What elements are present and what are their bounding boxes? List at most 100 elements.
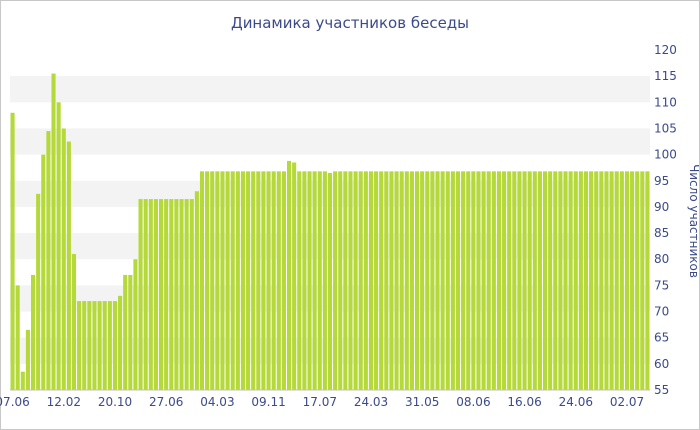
bar (169, 199, 174, 390)
bar (486, 171, 491, 390)
bar (568, 171, 573, 390)
y-tick-label: 85 (654, 226, 669, 240)
bar (409, 171, 414, 390)
bar (148, 199, 153, 390)
x-tick-label: 24.06 (559, 395, 593, 409)
x-tick-label: 12.02 (47, 395, 81, 409)
bar (435, 171, 440, 390)
bar (138, 199, 143, 390)
bar (133, 259, 138, 390)
bar (143, 199, 148, 390)
bar (624, 171, 630, 390)
bar (491, 171, 496, 390)
y-tick-label: 115 (654, 69, 677, 83)
bar (399, 171, 404, 390)
y-tick-label: 65 (654, 331, 669, 345)
bar (251, 171, 256, 390)
bar (153, 199, 158, 390)
bar (271, 171, 276, 390)
bar (25, 329, 30, 390)
bar (640, 171, 645, 390)
bar (327, 172, 333, 390)
bar (630, 171, 635, 390)
grid-band (10, 128, 650, 155)
bar (199, 171, 205, 390)
bar (261, 171, 266, 390)
bar (368, 171, 374, 390)
bar (46, 131, 51, 390)
grid-band (10, 76, 650, 103)
x-tick-label: 08.06 (456, 395, 490, 409)
bar (542, 171, 548, 390)
bar (512, 171, 517, 390)
bar (496, 171, 502, 390)
bar (107, 301, 112, 390)
bar (87, 301, 92, 390)
bar (374, 171, 379, 390)
bar (430, 171, 435, 390)
bar (225, 171, 230, 390)
bar (118, 295, 123, 390)
bar (97, 301, 102, 390)
bar (281, 171, 286, 390)
bar (82, 301, 87, 390)
y-tick-label: 80 (654, 252, 669, 266)
bar (179, 199, 184, 390)
bar (123, 274, 128, 390)
bar (56, 102, 61, 390)
y-tick-label: 60 (654, 357, 669, 371)
bar (20, 371, 25, 390)
x-tick-label: 17.07 (303, 395, 337, 409)
bar (507, 171, 512, 390)
bar (235, 171, 240, 390)
bar (256, 171, 261, 390)
bar (15, 285, 20, 390)
bar (589, 171, 594, 390)
bar (553, 171, 558, 390)
bar (348, 171, 353, 390)
bar (573, 171, 578, 390)
bar (425, 171, 430, 390)
bar (384, 171, 389, 390)
bar (71, 254, 77, 390)
bar (594, 171, 599, 390)
bar (184, 199, 189, 390)
bar (158, 199, 164, 390)
bar (353, 171, 358, 390)
bar (420, 171, 425, 390)
bar (77, 301, 82, 390)
bar (66, 141, 71, 390)
bar (333, 171, 338, 390)
bar (461, 171, 466, 390)
y-tick-label: 55 (654, 383, 669, 397)
y-axis-label: Число участников (687, 164, 700, 278)
x-tick-label: 09.11 (251, 395, 285, 409)
bar (240, 171, 246, 390)
y-tick-label: 110 (654, 95, 677, 109)
bar (92, 301, 97, 390)
bar (276, 171, 281, 390)
x-tick-label: 04.03 (200, 395, 234, 409)
bar (609, 171, 614, 390)
x-tick-label: 07.06 (0, 395, 30, 409)
bar (164, 199, 169, 390)
bar (578, 171, 583, 390)
bar (522, 171, 527, 390)
x-tick-label: 31.05 (405, 395, 439, 409)
bar (548, 171, 553, 390)
bar (414, 171, 420, 390)
bar (635, 171, 640, 390)
bar (343, 171, 348, 390)
bar (358, 171, 363, 390)
bar (558, 171, 563, 390)
y-tick-label: 120 (654, 43, 677, 57)
bar (363, 171, 368, 390)
bar (389, 171, 394, 390)
bar (112, 301, 118, 390)
bar (466, 171, 471, 390)
bar (230, 171, 235, 390)
bar (220, 171, 225, 390)
bar (476, 171, 481, 390)
y-tick-label: 100 (654, 148, 677, 162)
